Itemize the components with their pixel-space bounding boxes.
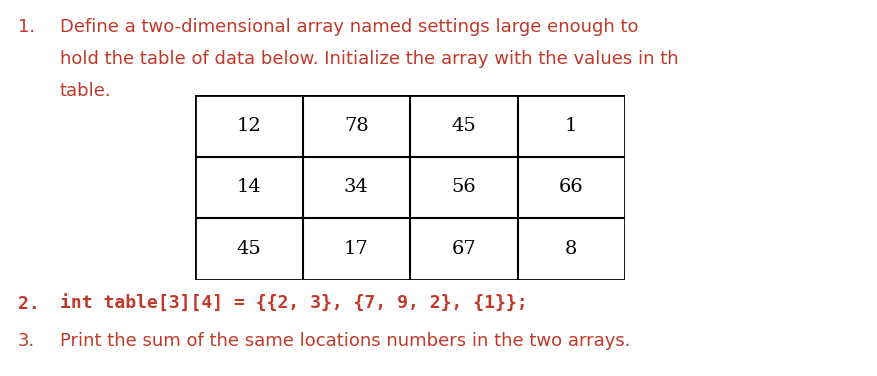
Text: 56: 56 xyxy=(452,179,476,197)
Text: 3.: 3. xyxy=(18,332,35,350)
Text: 1.: 1. xyxy=(18,18,35,36)
Text: 2.: 2. xyxy=(18,295,39,313)
Text: 67: 67 xyxy=(452,240,476,258)
Text: 1: 1 xyxy=(565,117,577,135)
Text: 45: 45 xyxy=(237,240,261,258)
Text: 66: 66 xyxy=(559,179,583,197)
Text: int table[3][4] = {{2, 3}, {7, 9, 2}, {1}};: int table[3][4] = {{2, 3}, {7, 9, 2}, {1… xyxy=(60,295,528,313)
Text: 78: 78 xyxy=(344,117,368,135)
Text: hold the table of data below. Initialize the array with the values in th: hold the table of data below. Initialize… xyxy=(60,50,679,68)
Text: 34: 34 xyxy=(344,179,368,197)
Text: 8: 8 xyxy=(565,240,577,258)
Text: Define a two-dimensional array named settings large enough to: Define a two-dimensional array named set… xyxy=(60,18,638,36)
Text: 45: 45 xyxy=(452,117,476,135)
Text: 14: 14 xyxy=(237,179,261,197)
Text: 17: 17 xyxy=(344,240,368,258)
Text: 12: 12 xyxy=(237,117,261,135)
Text: Print the sum of the same locations numbers in the two arrays.: Print the sum of the same locations numb… xyxy=(60,332,631,350)
Text: table.: table. xyxy=(60,82,111,100)
